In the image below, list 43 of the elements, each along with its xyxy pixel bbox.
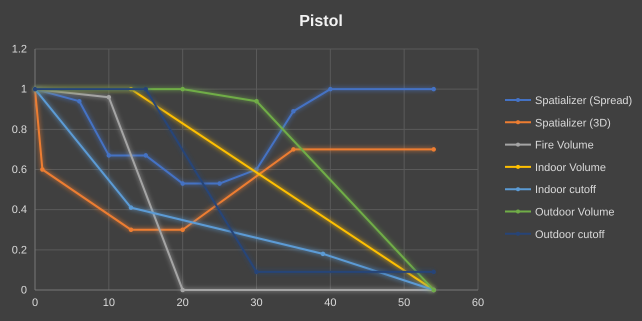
point bbox=[217, 181, 222, 186]
point bbox=[106, 94, 112, 100]
y-tick-label: 0.6 bbox=[12, 164, 27, 176]
point bbox=[180, 181, 185, 186]
x-tick-label: 50 bbox=[398, 296, 410, 309]
point bbox=[143, 86, 148, 92]
point bbox=[180, 227, 185, 232]
y-tick-label: 0.4 bbox=[12, 204, 27, 216]
point bbox=[106, 153, 112, 158]
point bbox=[254, 270, 259, 274]
y-tick-label: 0 bbox=[20, 284, 27, 297]
point bbox=[291, 147, 296, 152]
legend-label: Outdoor Volume bbox=[535, 206, 614, 218]
y-tick-label: 0.8 bbox=[12, 124, 27, 136]
point bbox=[328, 86, 333, 92]
x-tick-label: 60 bbox=[472, 296, 484, 309]
point bbox=[40, 167, 45, 172]
y-tick-label: 1 bbox=[20, 84, 27, 96]
x-tick-label: 30 bbox=[250, 296, 263, 309]
x-tick-label: 10 bbox=[102, 296, 115, 309]
legend-label: Spatializer (3D) bbox=[535, 117, 611, 130]
point bbox=[431, 270, 436, 274]
point bbox=[320, 252, 326, 256]
legend-label: Fire Volume bbox=[535, 140, 594, 152]
point bbox=[291, 109, 296, 114]
y-tick-label: 0.2 bbox=[12, 244, 27, 256]
point bbox=[254, 98, 259, 104]
legend-label: Indoor cutoff bbox=[535, 184, 597, 196]
point bbox=[180, 86, 185, 92]
chart-title: Pistol bbox=[299, 13, 343, 30]
legend-label: Spatializer (Spread) bbox=[535, 95, 632, 107]
point bbox=[128, 205, 134, 210]
x-tick-label: 0 bbox=[32, 296, 38, 309]
legend-label: Indoor Volume bbox=[535, 162, 606, 174]
point bbox=[431, 86, 436, 92]
x-tick-label: 40 bbox=[324, 296, 336, 309]
point bbox=[431, 147, 436, 152]
legend-label: Outdoor cutoff bbox=[535, 228, 606, 241]
point bbox=[77, 98, 82, 104]
point bbox=[143, 153, 148, 158]
y-tick-label: 1.2 bbox=[12, 44, 27, 56]
x-tick-label: 20 bbox=[176, 296, 189, 309]
point bbox=[128, 227, 134, 232]
